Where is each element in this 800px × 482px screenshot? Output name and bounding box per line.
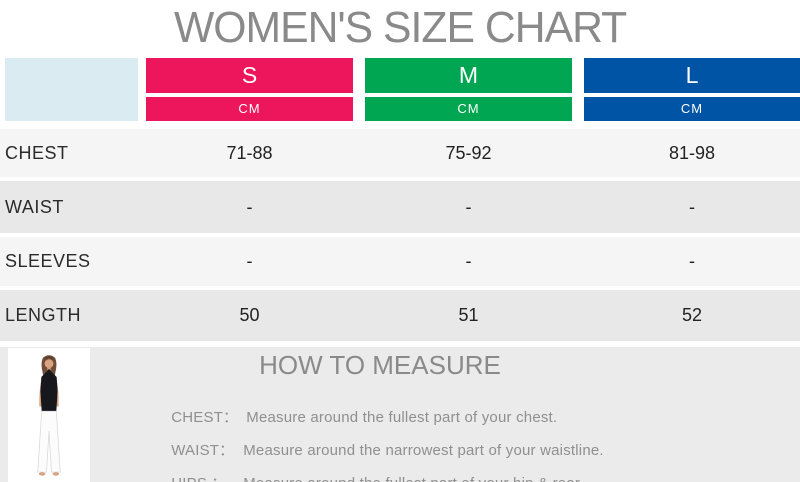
- cell-length-l: 52: [681, 305, 703, 325]
- size-column-header-s: S: [146, 58, 353, 93]
- unit-header-m: CM: [365, 97, 572, 121]
- measure-label-hips: HIPS ：: [171, 472, 235, 482]
- cell-length-m: 51: [458, 305, 479, 325]
- table-row-sleeves: SLEEVES - - -: [0, 237, 800, 286]
- woman-model-illustration: [37, 355, 61, 476]
- table-row-chest: CHEST 71-88 75-92 81-98: [0, 129, 800, 177]
- cell-chest-s: 71-88: [226, 142, 273, 163]
- cell-waist-m: -: [465, 196, 472, 217]
- row-label-chest: CHEST: [5, 142, 69, 163]
- measure-instruction-hips: HIPS ： Measure around the fullest part of…: [145, 455, 584, 482]
- cell-length-s: 50: [239, 305, 260, 325]
- page-title-text: WOMEN'S SIZE CHART: [173, 3, 627, 52]
- table-row-waist: WAIST - - -: [0, 181, 800, 233]
- how-to-measure-section: HOW TO MEASURE CHEST： Measure around the …: [0, 347, 800, 482]
- size-column-header-m: M: [365, 58, 572, 93]
- cell-sleeves-m: -: [465, 251, 472, 271]
- measure-text-chest: Measure around the fullest part of your …: [246, 409, 558, 426]
- table-corner-cell: [5, 58, 138, 121]
- how-to-measure-title: HOW TO MEASURE: [259, 350, 501, 380]
- unit-header-s: CM: [146, 97, 353, 121]
- measure-instruction-chest: CHEST： Measure around the fullest part of…: [145, 389, 557, 444]
- cell-sleeves-s: -: [246, 251, 253, 271]
- cell-waist-s: -: [246, 196, 253, 217]
- measure-label-waist: WAIST：: [171, 442, 235, 459]
- measure-text-hips: Measure around the fullest part of your …: [243, 475, 583, 482]
- size-column-header-l: L: [584, 58, 800, 93]
- measure-label-chest: CHEST：: [171, 409, 239, 426]
- model-photo: [8, 348, 90, 482]
- cell-waist-l: -: [689, 196, 695, 217]
- cell-chest-m: 75-92: [445, 142, 492, 163]
- row-label-waist: WAIST: [5, 196, 64, 217]
- cell-chest-l: 81-98: [668, 142, 716, 163]
- row-label-sleeves: SLEEVES: [5, 251, 91, 271]
- measure-instruction-waist: WAIST： Measure around the narrowest part …: [145, 422, 604, 477]
- cell-sleeves-l: -: [689, 251, 695, 271]
- measure-text-waist: Measure around the narrowest part of you…: [243, 442, 604, 459]
- unit-header-l: CM: [584, 97, 800, 121]
- page-title: WOMEN'S SIZE CHART: [0, 0, 800, 56]
- row-label-length: LENGTH: [5, 305, 82, 325]
- table-row-length: LENGTH 50 51 52: [0, 290, 800, 341]
